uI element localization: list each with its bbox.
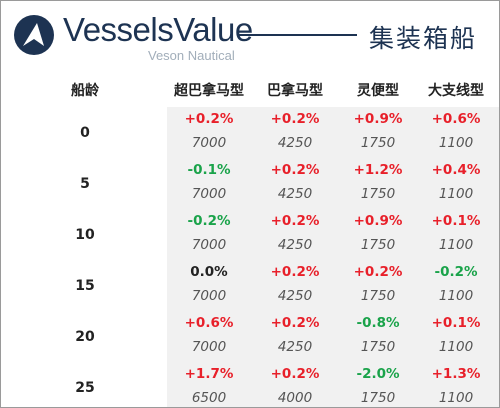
change-percent: -0.8% (356, 315, 400, 331)
change-percent: +0.6% (184, 315, 234, 331)
vessel-value: 4250 (277, 288, 313, 304)
age-label: 5 (80, 175, 90, 192)
vessel-value: 6500 (191, 390, 227, 406)
change-percent: -0.1% (187, 162, 231, 178)
valuation-table: 船龄 超巴拿马型 巴拿马型 灵便型 大支线型 0 +0.2% +0.2% +0.9% +0.6% 7… (1, 75, 499, 407)
change-percent: +0.9% (353, 111, 403, 127)
vessel-value: 1100 (438, 135, 474, 151)
change-percent: +0.2% (270, 162, 320, 178)
vessel-value: 1100 (438, 339, 474, 355)
column-header: 大支线型 (428, 83, 484, 99)
vessel-value: 1100 (438, 237, 474, 253)
change-percent: +0.2% (184, 111, 234, 127)
age-label: 15 (75, 277, 95, 294)
vessel-value: 1750 (360, 237, 396, 253)
change-percent: +1.2% (353, 162, 403, 178)
vessel-value: 1100 (438, 288, 474, 304)
change-percent: +0.4% (431, 162, 481, 178)
age-label: 10 (75, 226, 95, 243)
vessel-value: 1750 (360, 288, 396, 304)
page-title: 集装箱船 (369, 24, 478, 53)
vesselsvalue-logo-icon (14, 15, 54, 55)
vessel-value: 4250 (277, 339, 313, 355)
vessel-value: 7000 (191, 186, 227, 202)
vessel-value: 1750 (360, 135, 396, 151)
change-percent: +0.2% (270, 315, 320, 331)
table-row: 25 +1.7% +0.2% -2.0% +1.3% 6500 4000 1750 1100 (1, 362, 499, 407)
change-percent: +1.7% (184, 366, 234, 382)
change-percent: +0.2% (270, 213, 320, 229)
brand-name: VesselsValue (63, 11, 253, 48)
change-percent: +0.2% (270, 264, 320, 280)
vessel-value: 1100 (438, 390, 474, 406)
vessel-value: 7000 (191, 237, 227, 253)
vessel-value: 4250 (277, 135, 313, 151)
vessel-value: 4000 (277, 390, 313, 406)
change-percent: -2.0% (356, 366, 400, 382)
change-percent: +0.9% (353, 213, 403, 229)
column-header: 灵便型 (357, 83, 399, 99)
table-row: 20 +0.6% +0.2% -0.8% +0.1% 7000 4250 1750 1100 (1, 311, 499, 362)
vessel-value: 4250 (277, 237, 313, 253)
vessel-value: 1750 (360, 339, 396, 355)
change-percent: -0.2% (187, 213, 231, 229)
table-row: 15 0.0% +0.2% +0.2% -0.2% 7000 4250 1750 1100 (1, 260, 499, 311)
vessel-value: 7000 (191, 135, 227, 151)
age-column-header: 船龄 (71, 83, 99, 99)
age-label: 20 (75, 328, 95, 345)
vessel-value: 1750 (360, 390, 396, 406)
change-percent: +0.2% (353, 264, 403, 280)
vessel-value: 4250 (277, 186, 313, 202)
column-header: 巴拿马型 (267, 83, 323, 99)
change-percent: -0.2% (434, 264, 478, 280)
age-label: 25 (75, 379, 95, 396)
brand-subtitle: Veson Nautical (148, 48, 235, 63)
vessel-value: 7000 (191, 288, 227, 304)
table-row: 5 -0.1% +0.2% +1.2% +0.4% 7000 4250 1750 1100 (1, 158, 499, 209)
change-percent: +0.6% (431, 111, 481, 127)
change-percent: +0.1% (431, 315, 481, 331)
table-row: 10 -0.2% +0.2% +0.9% +0.1% 7000 4250 1750 1100 (1, 209, 499, 260)
age-label: 0 (80, 124, 90, 141)
change-percent: +0.2% (270, 366, 320, 382)
change-percent: +0.1% (431, 213, 481, 229)
header-divider (239, 34, 357, 36)
change-percent: 0.0% (190, 264, 228, 280)
change-percent: +1.3% (431, 366, 481, 382)
change-percent: +0.2% (270, 111, 320, 127)
vessel-value: 7000 (191, 339, 227, 355)
vessel-value: 1750 (360, 186, 396, 202)
table-shade (167, 107, 499, 407)
vessel-value: 1100 (438, 186, 474, 202)
header: VesselsValue Veson Nautical 集装箱船 (1, 1, 499, 75)
table-row: 0 +0.2% +0.2% +0.9% +0.6% 7000 4250 1750 1100 (1, 107, 499, 158)
column-header: 超巴拿马型 (174, 83, 244, 99)
